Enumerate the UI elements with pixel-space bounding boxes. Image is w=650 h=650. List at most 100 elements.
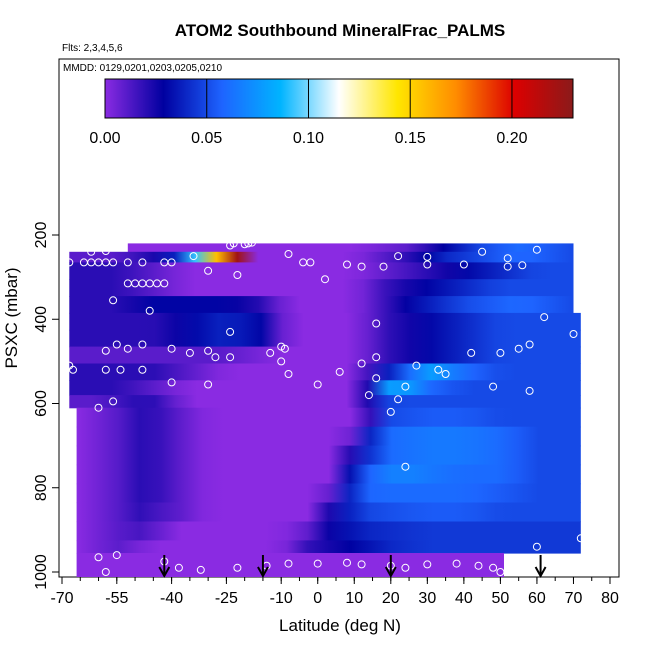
data-point [576, 534, 585, 543]
data-point [372, 374, 381, 383]
data-point [423, 560, 432, 569]
data-point [226, 353, 235, 362]
heatmap-band [69, 346, 581, 364]
data-point [441, 370, 450, 378]
heatmap-band [76, 407, 581, 428]
data-point [101, 242, 110, 251]
data-point [65, 555, 74, 564]
data-point [174, 563, 183, 572]
data-point [364, 391, 373, 400]
data-point [280, 344, 289, 353]
heatmap-band [69, 363, 581, 381]
data-point [101, 247, 110, 255]
data-point [467, 348, 476, 357]
data-point [496, 348, 505, 357]
data-point [518, 261, 527, 270]
data-point [244, 239, 253, 248]
data-point [459, 260, 468, 269]
data-point [551, 231, 560, 239]
data-point [569, 330, 578, 338]
data-point [258, 231, 267, 239]
data-point [101, 346, 110, 355]
x-tick-label: 40 [455, 590, 473, 607]
heatmap-band [69, 296, 574, 314]
data-point [69, 365, 77, 374]
data-point [284, 559, 293, 568]
flight-arrow [257, 555, 269, 579]
data-point [101, 365, 110, 374]
data-point [116, 365, 125, 374]
x-tick-label: 70 [565, 590, 583, 607]
data-point [94, 553, 103, 562]
data-point [138, 365, 147, 374]
heatmap-band [76, 553, 504, 577]
data-point [489, 563, 498, 572]
data-point [412, 361, 421, 370]
data-point [189, 252, 198, 261]
y-tick-label: 1000 [33, 554, 50, 590]
data-point [167, 344, 176, 353]
data-point [434, 365, 443, 374]
heatmap-band [69, 329, 581, 348]
data-point [167, 258, 176, 267]
data-point [394, 252, 403, 261]
flight-arrow [534, 555, 547, 579]
data-point [112, 340, 121, 349]
data-point [423, 252, 432, 261]
x-tick-label: -40 [160, 590, 183, 607]
heatmap [69, 243, 581, 577]
data-point [379, 262, 388, 271]
data-point [94, 403, 103, 412]
heatmap-band [69, 279, 574, 297]
data-point [204, 231, 213, 239]
data-point [401, 563, 410, 572]
data-point [474, 561, 483, 570]
data-point [233, 563, 242, 572]
heatmap-band [76, 426, 581, 447]
data-point [532, 245, 541, 254]
colorbar-tick-label: 0.20 [496, 130, 527, 147]
data-point [266, 348, 275, 357]
x-tick-label: 50 [492, 590, 510, 607]
data-point [452, 559, 461, 568]
x-tick-label: 30 [418, 590, 436, 607]
x-tick-label: 80 [601, 590, 619, 607]
data-point [233, 271, 242, 279]
data-point [284, 370, 293, 378]
data-point [313, 380, 322, 389]
data-point [138, 258, 147, 267]
x-axis: -70 -55 -40 -25 -10 0 10 20 30 40 50 60 70 80 [50, 577, 619, 607]
heatmap-band [76, 521, 581, 542]
flight-arrows [158, 555, 547, 579]
data-point [229, 239, 238, 248]
observation-points [65, 231, 585, 576]
data-point [167, 378, 176, 387]
data-point [211, 353, 220, 362]
x-tick-label: -55 [105, 590, 128, 607]
colorbar-gradient [104, 78, 574, 119]
data-point [160, 231, 169, 239]
flight-arrow [384, 555, 397, 579]
dates-subtitle: MMDD: 0129,0201,0203,0205,0210 [63, 63, 222, 74]
y-axis: 200 400 600 800 1000 [33, 222, 59, 590]
flights-subtitle: Flts: 2,3,4,5,6 [62, 43, 123, 54]
x-tick-label: -10 [270, 590, 293, 607]
data-point [525, 340, 534, 349]
heatmap-band [76, 445, 581, 466]
data-point [343, 260, 351, 269]
data-point [112, 551, 121, 560]
data-point [123, 344, 132, 353]
data-point [277, 357, 286, 366]
y-axis-label: PSXC (mbar) [2, 267, 21, 368]
data-point [226, 327, 235, 336]
y-tick-label: 800 [33, 474, 50, 501]
data-point [101, 568, 110, 576]
x-tick-label: 0 [313, 590, 322, 607]
data-point [284, 250, 293, 258]
data-point [503, 254, 512, 263]
colorbar-tick-label: 0.05 [191, 130, 222, 147]
data-point [489, 382, 498, 391]
heatmap-band [76, 464, 581, 485]
data-point [321, 275, 329, 284]
